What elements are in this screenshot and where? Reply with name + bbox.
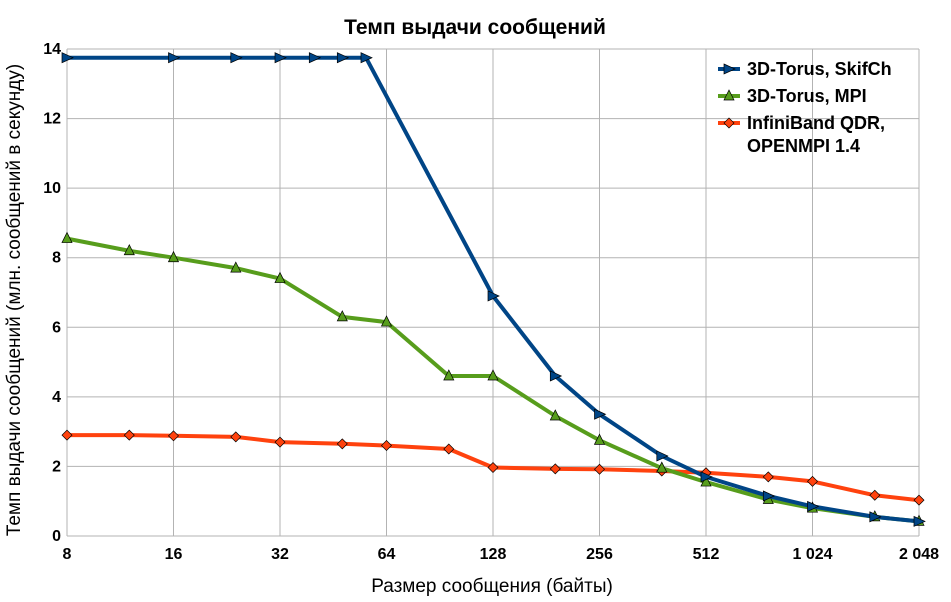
y-tick-label: 12 xyxy=(43,111,61,128)
data-point xyxy=(807,475,818,487)
series-2 xyxy=(61,429,925,506)
data-point xyxy=(443,443,455,455)
x-tick-label: 128 xyxy=(480,546,507,563)
data-point xyxy=(168,430,179,442)
y-tick-label: 6 xyxy=(52,319,61,336)
data-point xyxy=(336,310,348,322)
x-tick-label: 8 xyxy=(63,546,72,563)
data-point xyxy=(913,515,926,527)
data-point xyxy=(656,461,668,473)
data-point xyxy=(762,471,774,483)
data-point xyxy=(308,52,322,64)
legend-entry-0: 3D-Torus, SkifCh xyxy=(718,59,892,79)
data-point xyxy=(123,429,135,441)
x-tick-label: 256 xyxy=(586,546,613,563)
data-point xyxy=(336,52,350,64)
data-point xyxy=(274,52,287,64)
legend-label: 3D-Torus, MPI xyxy=(747,86,867,106)
data-point xyxy=(762,490,776,502)
data-point xyxy=(549,409,561,421)
y-tick-label: 14 xyxy=(43,41,61,58)
data-point xyxy=(443,369,455,381)
data-point xyxy=(594,408,607,420)
data-point xyxy=(123,243,135,256)
data-point xyxy=(807,500,820,512)
data-point xyxy=(360,52,373,64)
data-point xyxy=(487,461,499,473)
data-point xyxy=(274,271,286,283)
series-line xyxy=(67,55,920,524)
data-point xyxy=(594,463,605,475)
x-tick-label: 64 xyxy=(378,546,396,563)
legend-swatch-marker xyxy=(723,117,735,129)
data-point xyxy=(380,315,393,327)
y-tick-label: 4 xyxy=(52,389,61,406)
data-point xyxy=(168,52,181,64)
data-point xyxy=(869,511,882,523)
data-point xyxy=(61,52,74,64)
y-tick-label: 10 xyxy=(43,180,61,197)
data-point xyxy=(593,433,606,445)
x-tick-label: 32 xyxy=(271,546,289,563)
legend-label: OPENMPI 1.4 xyxy=(747,136,860,156)
legend-entry-1: 3D-Torus, MPI xyxy=(718,86,867,106)
data-point xyxy=(913,494,925,506)
data-point xyxy=(700,471,713,483)
data-point xyxy=(656,450,669,462)
x-tick-label: 1 024 xyxy=(792,546,832,563)
data-point xyxy=(61,429,73,441)
series-lines xyxy=(61,52,926,527)
legend-swatch-marker xyxy=(723,89,735,101)
data-point xyxy=(230,261,242,273)
chart-title: Темп выдачи сообщений xyxy=(344,16,606,39)
legend-entry-2: InfiniBand QDR, OPENMPI 1.4 xyxy=(718,113,885,156)
data-point xyxy=(167,250,180,263)
x-axis-title: Размер сообщения (байты) xyxy=(371,576,613,597)
y-axis-title: Темп выдачи сообщений (млн. сообщений в … xyxy=(4,64,25,536)
data-point xyxy=(336,438,348,450)
legend: 3D-Torus, SkifCh 3D-Torus, MPI InfiniBand … xyxy=(718,59,892,156)
y-tick-label: 8 xyxy=(52,250,61,267)
data-point xyxy=(230,52,243,64)
data-point xyxy=(230,431,242,443)
legend-label: InfiniBand QDR, xyxy=(747,113,885,133)
data-point xyxy=(549,370,563,382)
data-point xyxy=(549,463,561,475)
x-tick-label: 2 048 xyxy=(899,546,939,563)
data-point xyxy=(869,489,881,501)
x-tick-label: 16 xyxy=(165,546,183,563)
data-point xyxy=(487,369,499,381)
data-point xyxy=(61,231,73,243)
series-0 xyxy=(61,52,926,527)
tick-labels: 0 2 4 6 8 10 12 14 8 16 32 64 128 256 512 1 024 2 048 xyxy=(43,41,939,563)
x-tick-label: 512 xyxy=(693,546,720,563)
legend-label: 3D-Torus, SkifCh xyxy=(747,59,892,79)
legend-swatch-marker xyxy=(723,63,736,75)
data-point xyxy=(487,290,500,302)
y-tick-label: 2 xyxy=(52,458,61,475)
y-tick-label: 0 xyxy=(52,528,61,545)
data-point xyxy=(274,436,286,448)
data-point xyxy=(381,440,392,452)
